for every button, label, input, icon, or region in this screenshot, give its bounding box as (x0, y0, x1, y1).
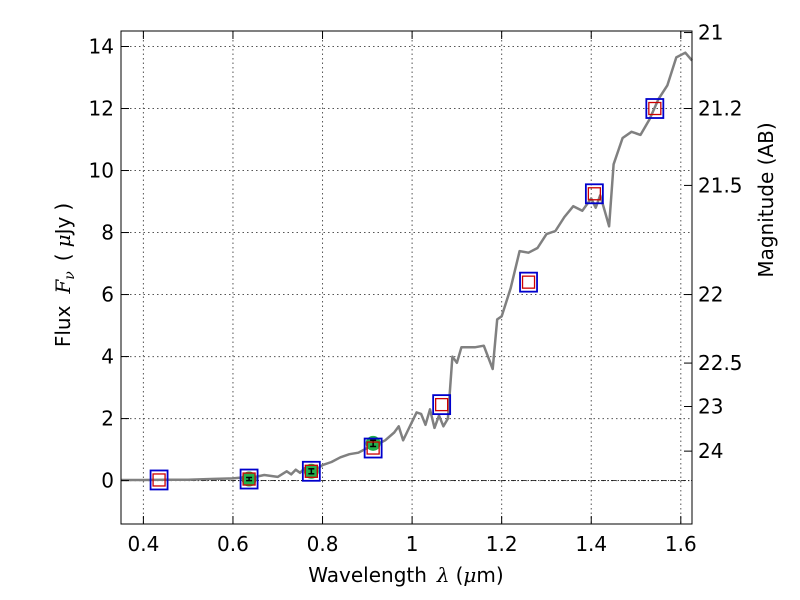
x-tick-label: 1.4 (575, 532, 607, 556)
x-tick-label: 0.8 (307, 532, 339, 556)
y2-tick-label: 21 (698, 21, 723, 45)
x-tick-label: 0.4 (127, 532, 159, 556)
y2-tick-label: 21.5 (698, 173, 743, 197)
y-tick-label: 0 (101, 469, 114, 493)
plot-background (0, 0, 800, 600)
x-tick-label: 1 (406, 532, 419, 556)
x-tick-label: 1.2 (486, 532, 518, 556)
y2-tick-label: 21.2 (698, 97, 743, 121)
y-tick-label: 10 (89, 159, 114, 183)
x-tick-label: 0.6 (217, 532, 249, 556)
y2-tick-label: 23 (698, 394, 723, 418)
x-tick-label: 1.6 (665, 532, 697, 556)
y-tick-label: 4 (101, 345, 114, 369)
y2-axis-label: Magnitude (AB) (754, 122, 778, 277)
y-tick-label: 6 (101, 283, 114, 307)
y-tick-label: 8 (101, 221, 114, 245)
y2-tick-label: 22 (698, 283, 723, 307)
y-tick-label: 12 (89, 97, 114, 121)
y2-tick-label: 24 (698, 439, 723, 463)
x-axis-label: Wavelength λ (μm) (308, 563, 503, 587)
y-tick-label: 14 (89, 35, 114, 59)
y2-tick-label: 22.5 (698, 351, 743, 375)
sed-chart: 0.4 0.6 0.8 1 1.2 1.4 1.6024681012142121.221.5… (0, 0, 800, 600)
y-tick-label: 2 (101, 407, 114, 431)
